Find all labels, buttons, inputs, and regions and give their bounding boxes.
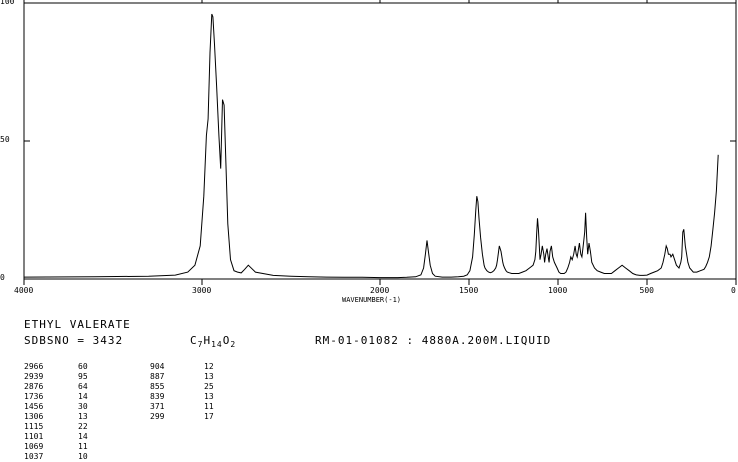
molecular-formula: C7H14O2: [190, 334, 237, 349]
y-tick-label: 50: [0, 135, 10, 144]
compound-name: ETHYL VALERATE: [24, 318, 131, 331]
peak-wavenumber: 839: [150, 392, 165, 401]
peak-wavenumber: 1037: [24, 452, 44, 461]
ir-spectrum-chart: [23, 0, 737, 285]
peak-row: 1306 13: [24, 412, 88, 422]
plot-border: [23, 2, 737, 280]
peak-intensity: 13: [78, 412, 88, 421]
peak-intensity: 60: [78, 362, 88, 371]
peak-intensity: 14: [78, 392, 88, 401]
y-tick-label: 100: [0, 0, 15, 6]
spectrum-line: [23, 13, 719, 279]
x-tick-label: 0: [731, 286, 736, 295]
peak-wavenumber: 299: [150, 412, 165, 421]
peak-row: 839 13: [150, 392, 214, 402]
peak-row: 2876 64: [24, 382, 88, 392]
peak-row: 855 25: [150, 382, 214, 392]
peak-table-column-1: 2966 60 2939 95 2876 64 1736 14 1456 30 1306 13 1115…: [24, 362, 88, 462]
peak-intensity: 11: [204, 402, 214, 411]
peak-wavenumber: 371: [150, 402, 165, 411]
peak-wavenumber: 2966: [24, 362, 44, 371]
peak-wavenumber: 1736: [24, 392, 44, 401]
peak-intensity: 14: [78, 432, 88, 441]
peak-intensity: 17: [204, 412, 214, 421]
peak-wavenumber: 1306: [24, 412, 44, 421]
peak-intensity: 22: [78, 422, 88, 431]
peak-row: 1456 30: [24, 402, 88, 412]
peak-row: 2939 95: [24, 372, 88, 382]
peak-intensity: 25: [204, 382, 214, 391]
x-tick-label: 1000: [548, 286, 568, 295]
x-axis-label: WAVENUMBER(-1): [342, 296, 402, 304]
peak-wavenumber: 2876: [24, 382, 44, 391]
peak-intensity: 12: [204, 362, 214, 371]
x-tick-label: 3000: [192, 286, 212, 295]
peak-intensity: 95: [78, 372, 88, 381]
peak-intensity: 13: [204, 372, 214, 381]
peak-intensity: 11: [78, 442, 88, 451]
peak-row: 371 11: [150, 402, 214, 412]
sdbs-number: SDBSNO = 3432: [24, 334, 124, 347]
peak-intensity: 13: [204, 392, 214, 401]
peak-row: 1037 10: [24, 452, 88, 462]
peak-row: 904 12: [150, 362, 214, 372]
peak-wavenumber: 904: [150, 362, 165, 371]
measurement-info: RM-01-01082 : 4880A.200M.LIQUID: [315, 334, 552, 347]
peak-intensity: 64: [78, 382, 88, 391]
x-tick-label: 2000: [370, 286, 390, 295]
peak-wavenumber: 1456: [24, 402, 44, 411]
peak-row: 1101 14: [24, 432, 88, 442]
axis-ticks: [23, 0, 737, 285]
peak-row: 887 13: [150, 372, 214, 382]
peak-row: 1069 11: [24, 442, 88, 452]
peak-intensity: 30: [78, 402, 88, 411]
peak-wavenumber: 2939: [24, 372, 44, 381]
peak-wavenumber: 1069: [24, 442, 44, 451]
y-tick-label: 0: [0, 273, 5, 282]
x-tick-label: 4000: [14, 286, 34, 295]
peak-row: 1736 14: [24, 392, 88, 402]
peak-table-column-2: 904 12 887 13 855 25 839 13 371 11 299 17: [150, 362, 214, 422]
peak-wavenumber: 855: [150, 382, 165, 391]
x-tick-label: 500: [639, 286, 654, 295]
plot-frame: [23, 2, 737, 280]
peak-row: 299 17: [150, 412, 214, 422]
peak-wavenumber: 1101: [24, 432, 44, 441]
x-tick-label: 1500: [459, 286, 479, 295]
peak-row: 2966 60: [24, 362, 88, 372]
peak-wavenumber: 887: [150, 372, 165, 381]
peak-row: 1115 22: [24, 422, 88, 432]
peak-wavenumber: 1115: [24, 422, 44, 431]
